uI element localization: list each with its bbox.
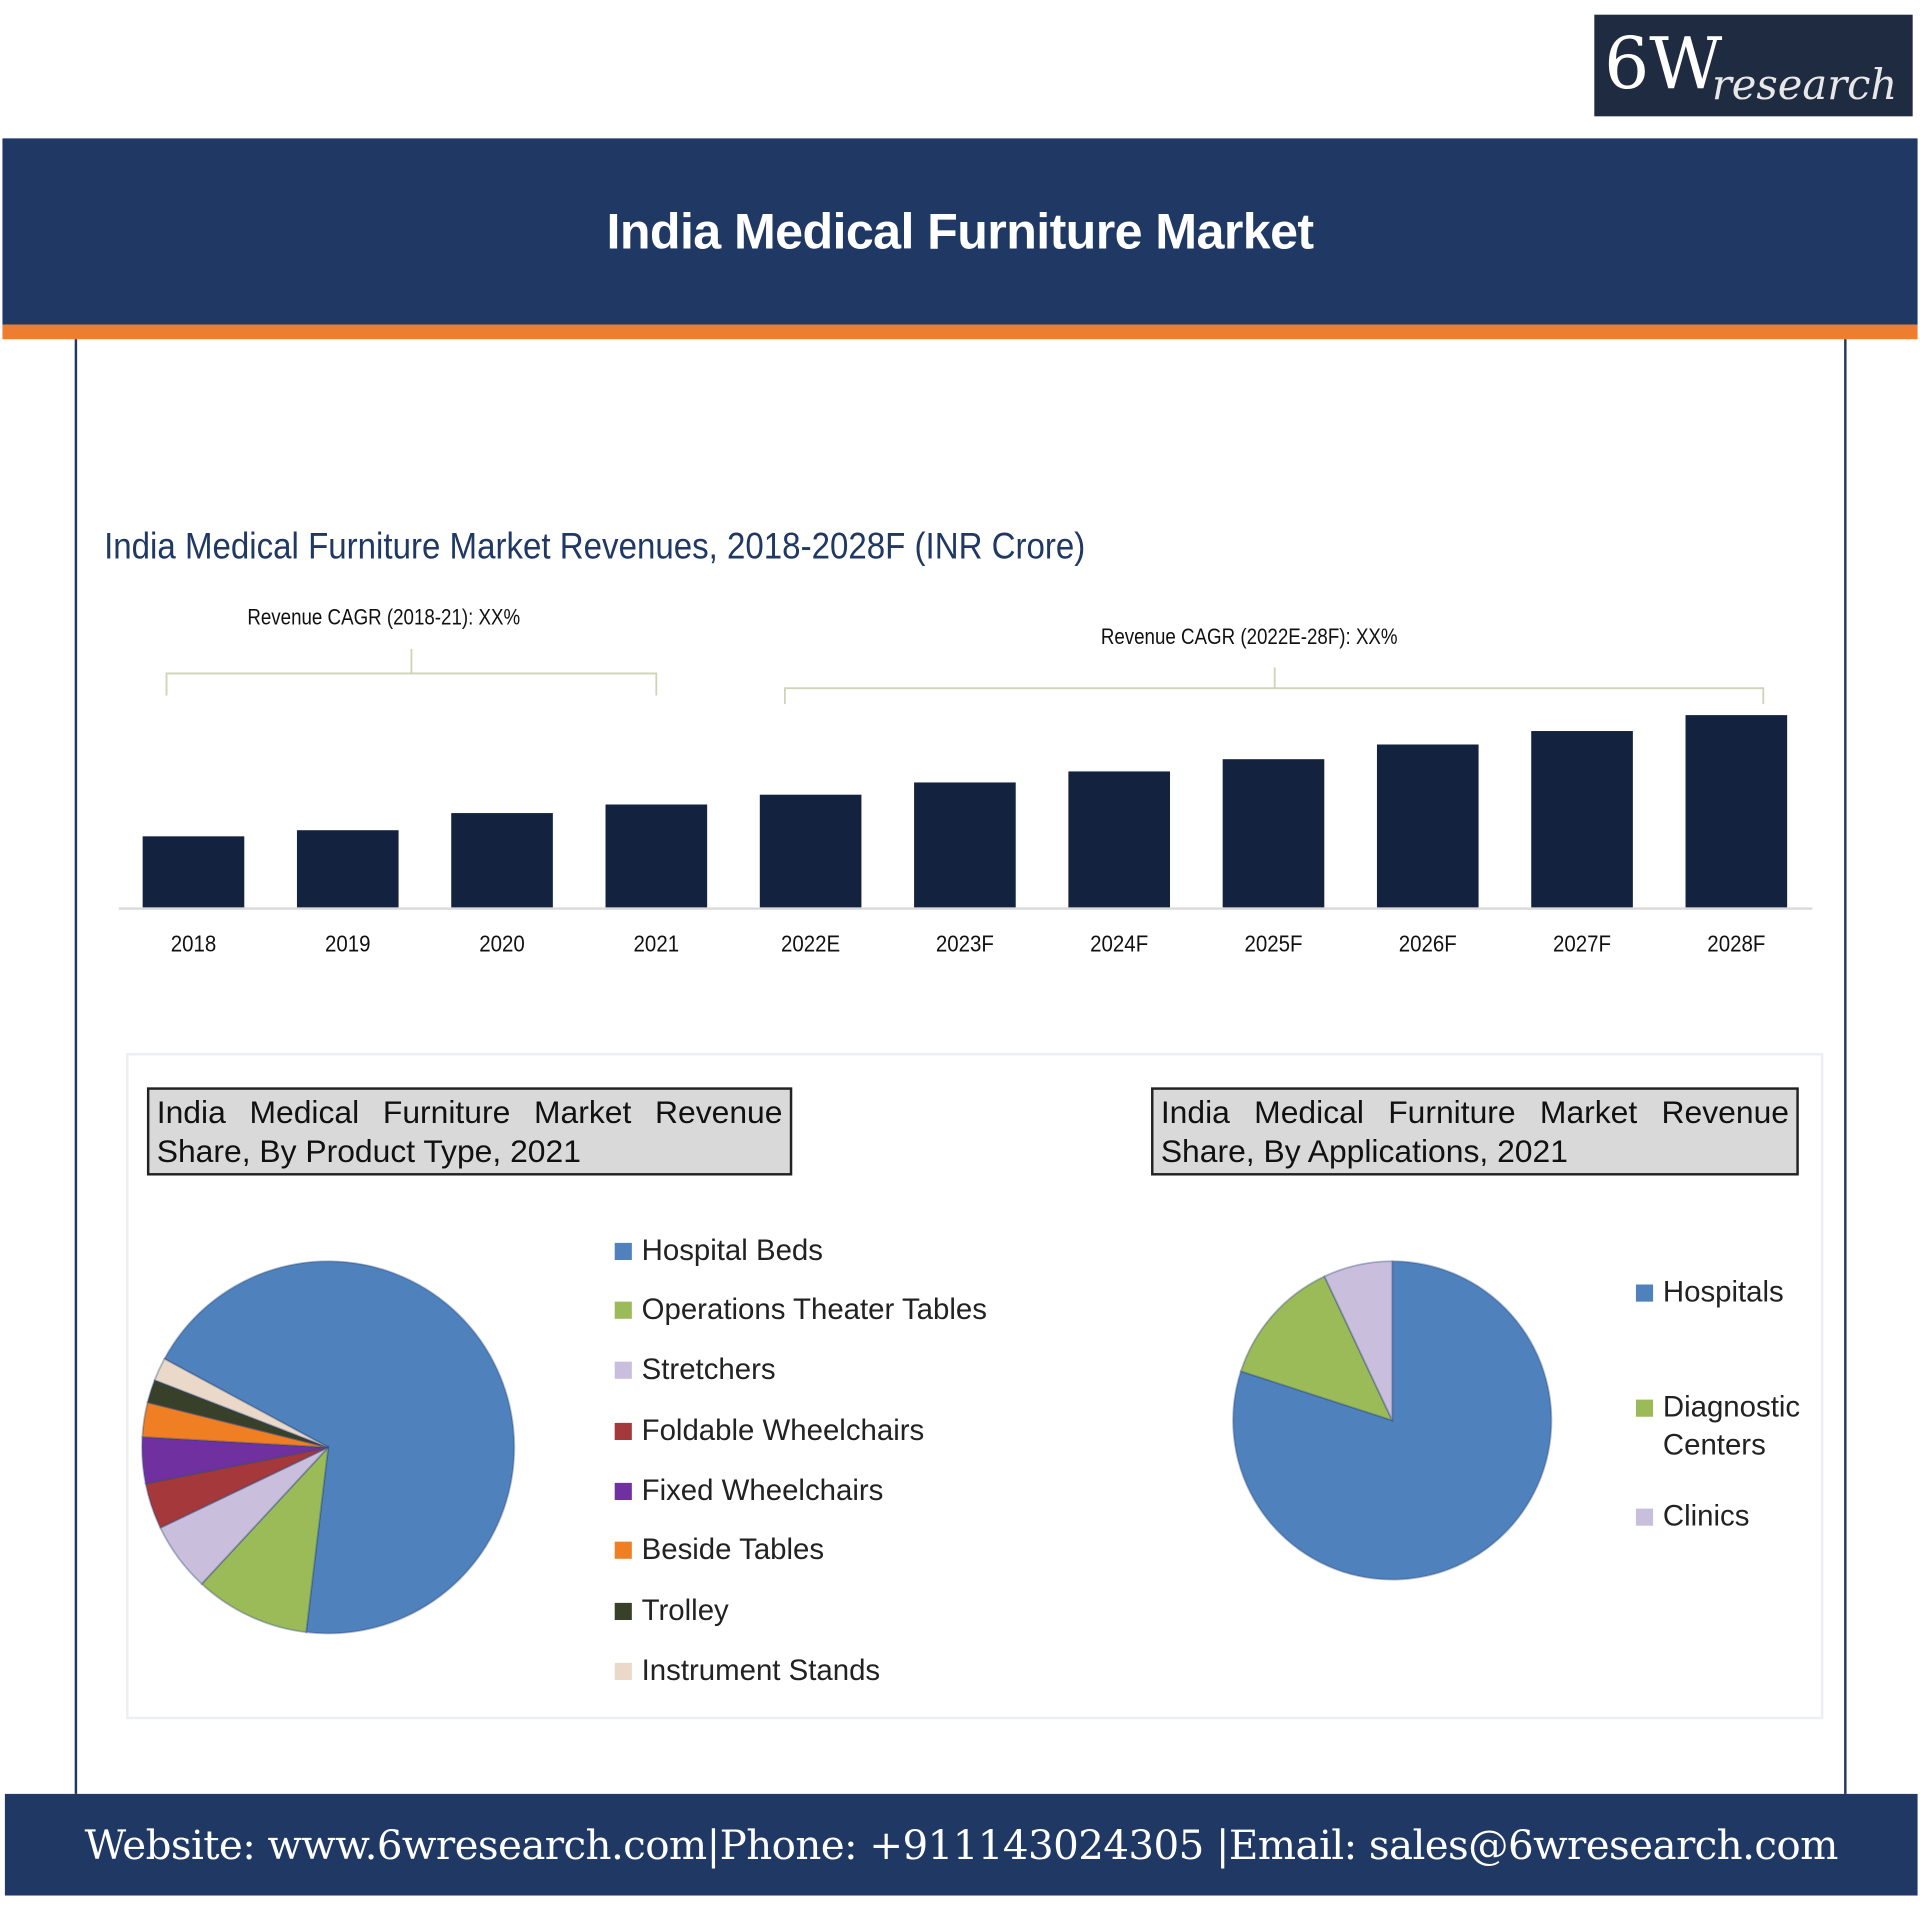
bar-2022E bbox=[759, 794, 862, 908]
legend-label: Hospitals bbox=[1662, 1275, 1784, 1309]
legend-swatch bbox=[614, 1301, 632, 1319]
left-border bbox=[74, 339, 78, 1794]
bar-2028F bbox=[1685, 715, 1788, 908]
product-slice-beside-tables bbox=[141, 1401, 329, 1449]
legend-swatch bbox=[1635, 1508, 1654, 1526]
bar-2023F bbox=[914, 782, 1016, 908]
legend-item: Fixed Wheelchairs bbox=[614, 1474, 884, 1508]
accent-stripe bbox=[2, 324, 1918, 340]
x-tick-label: 2021 bbox=[634, 930, 680, 957]
x-tick-label: 2020 bbox=[479, 930, 525, 957]
pie-product-title: India Medical Furniture Market Revenue S… bbox=[146, 1087, 793, 1176]
logo-sub: research bbox=[1711, 61, 1898, 111]
bar-2027F bbox=[1531, 731, 1633, 908]
pie-panel bbox=[126, 1053, 1824, 1720]
legend-swatch bbox=[614, 1602, 632, 1621]
logo: 6W research bbox=[1594, 14, 1913, 117]
product-slice-trolley bbox=[146, 1378, 329, 1449]
legend-label: Beside Tables bbox=[641, 1533, 825, 1567]
application-slice-hospitals bbox=[1232, 1260, 1553, 1581]
bar-2025F bbox=[1222, 759, 1325, 908]
legend-label: Stretchers bbox=[641, 1353, 776, 1387]
cagr-bracket-historic bbox=[165, 648, 658, 696]
cagr-annotation-forecast: Revenue CAGR (2022E-28F): XX% bbox=[1100, 624, 1398, 649]
application-slice-clinics bbox=[1323, 1260, 1394, 1421]
x-tick-label: 2022E bbox=[781, 930, 840, 957]
logo-main: 6W bbox=[1604, 22, 1723, 106]
product-slice-stretchers bbox=[159, 1446, 329, 1586]
page-title: India Medical Furniture Market bbox=[2, 138, 1918, 325]
legend-swatch bbox=[614, 1242, 632, 1261]
legend-label: Trolley bbox=[641, 1594, 729, 1628]
x-tick-label: 2023F bbox=[936, 930, 994, 957]
legend-label: Instrument Stands bbox=[641, 1654, 881, 1688]
x-tick-label: 2019 bbox=[325, 930, 371, 957]
legend-label: Clinics bbox=[1662, 1500, 1750, 1534]
product-slice-foldable-wheelchairs bbox=[144, 1446, 329, 1530]
legend-item: Trolley bbox=[614, 1594, 729, 1628]
legend-item: Instrument Stands bbox=[614, 1654, 881, 1688]
legend-label: Fixed Wheelchairs bbox=[641, 1474, 884, 1508]
legend-label: Hospital Beds bbox=[641, 1234, 823, 1268]
legend-swatch bbox=[614, 1662, 632, 1681]
legend-swatch bbox=[1635, 1399, 1654, 1417]
bar-2024F bbox=[1068, 771, 1171, 908]
legend-swatch bbox=[614, 1541, 632, 1559]
legend-swatch bbox=[614, 1422, 632, 1441]
legend-label: Foldable Wheelchairs bbox=[641, 1414, 925, 1448]
legend-item: Diagnostic Centers bbox=[1635, 1389, 1820, 1465]
bar-2020 bbox=[451, 813, 553, 908]
x-tick-label: 2018 bbox=[171, 930, 217, 957]
product-slice-instrument-stands bbox=[153, 1357, 329, 1449]
footer-contact: Website: www.6wresearch.com|Phone: +9111… bbox=[4, 1793, 1918, 1896]
right-border bbox=[1844, 339, 1847, 1794]
legend-item: Hospitals bbox=[1635, 1275, 1784, 1310]
legend-swatch bbox=[614, 1361, 632, 1379]
bar-2019 bbox=[296, 830, 399, 908]
legend-label: Diagnostic Centers bbox=[1662, 1391, 1801, 1463]
legend-item: Beside Tables bbox=[614, 1533, 825, 1567]
x-tick-label: 2027F bbox=[1553, 930, 1611, 957]
bar-2021 bbox=[605, 804, 708, 908]
x-tick-label: 2026F bbox=[1399, 930, 1457, 957]
product-slice-hospital-beds bbox=[163, 1260, 516, 1635]
x-tick-label: 2028F bbox=[1707, 930, 1765, 957]
pie-application-title: India Medical Furniture Market Revenue S… bbox=[1151, 1087, 1799, 1176]
bar-2026F bbox=[1376, 744, 1479, 908]
legend-item: Operations Theater Tables bbox=[614, 1293, 987, 1327]
x-tick-label: 2024F bbox=[1090, 930, 1148, 957]
legend-item: Foldable Wheelchairs bbox=[614, 1414, 925, 1448]
bar-chart-title: India Medical Furniture Market Revenues,… bbox=[104, 526, 1086, 567]
bar-2018 bbox=[142, 836, 245, 908]
legend-label: Operations Theater Tables bbox=[641, 1293, 987, 1327]
legend-swatch bbox=[1635, 1284, 1654, 1302]
legend-item: Stretchers bbox=[614, 1353, 776, 1387]
legend-item: Clinics bbox=[1635, 1500, 1750, 1534]
product-slice-fixed-wheelchairs bbox=[141, 1436, 329, 1485]
legend-item: Hospital Beds bbox=[614, 1234, 823, 1268]
x-tick-label: 2025F bbox=[1244, 930, 1302, 957]
product-slice-operations-theater-tables bbox=[200, 1444, 330, 1634]
cagr-bracket-forecast bbox=[783, 667, 1765, 705]
cagr-annotation-historic: Revenue CAGR (2018-21): XX% bbox=[247, 604, 521, 630]
legend-swatch bbox=[614, 1482, 632, 1501]
application-slice-diagnostic-centers bbox=[1239, 1275, 1394, 1422]
